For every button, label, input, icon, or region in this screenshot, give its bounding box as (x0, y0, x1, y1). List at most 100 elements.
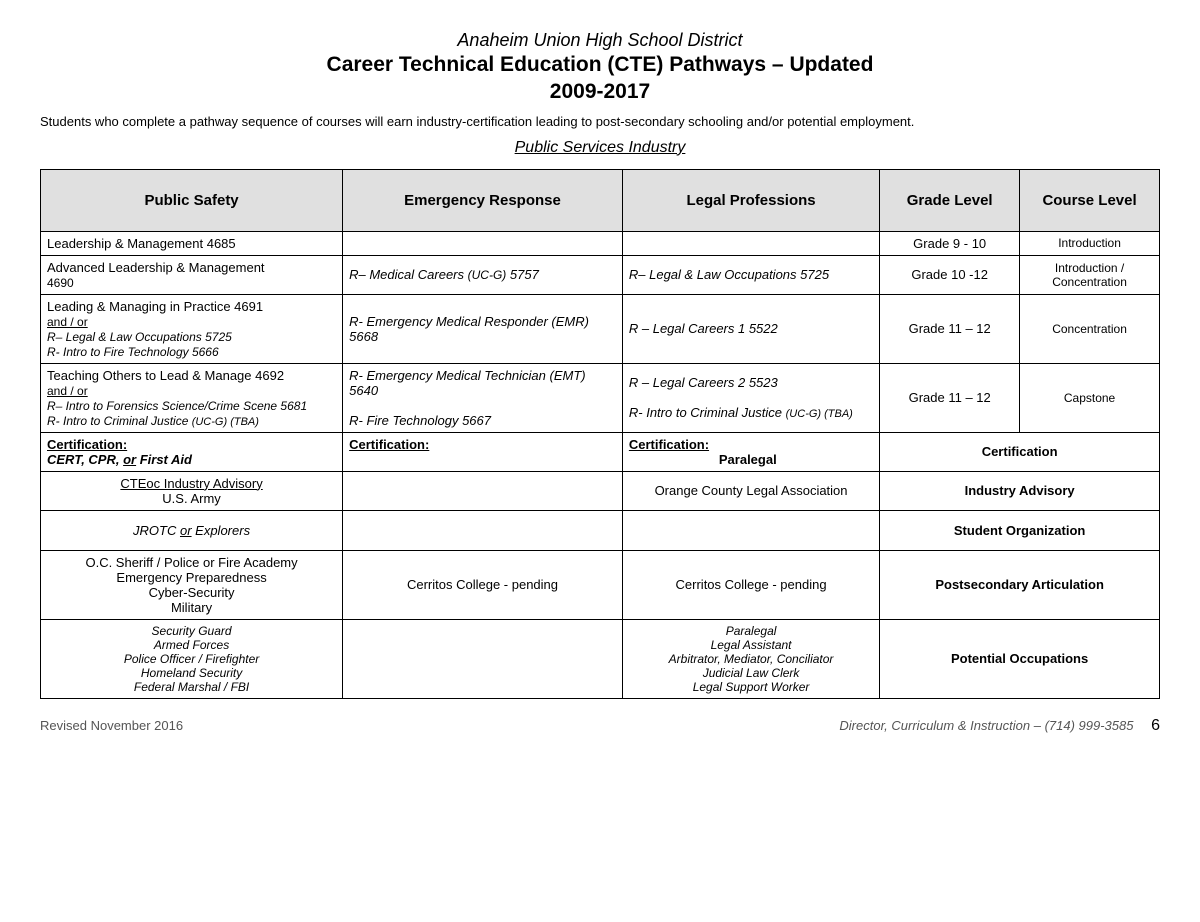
text: Arbitrator, Mediator, Conciliator (669, 652, 834, 666)
text: Legal Assistant (711, 638, 792, 652)
cell: Certification: Paralegal (622, 432, 879, 471)
col-course-level: Course Level (1020, 169, 1160, 231)
cell: Cerritos College - pending (343, 550, 623, 619)
text: 5668 (349, 329, 378, 344)
text: (UC-G) (TBA) (192, 416, 259, 428)
text: and / or (47, 315, 88, 329)
section-title: Public Services Industry (40, 139, 1160, 157)
cell: R- Emergency Medical Technician (EMT) 56… (343, 363, 623, 432)
cell: R – Legal Careers 1 5522 (622, 294, 879, 363)
table-row: Leadership & Management 4685 Grade 9 - 1… (41, 231, 1160, 255)
cell: R– Legal & Law Occupations 5725 (622, 255, 879, 294)
text: Certification: (47, 437, 127, 452)
text: Legal Support Worker (693, 680, 810, 694)
cell: Leading & Managing in Practice 4691 and … (41, 294, 343, 363)
cell: Security Guard Armed Forces Police Offic… (41, 619, 343, 698)
text: R- Intro to Criminal Justice (629, 405, 786, 420)
text: 5640 (349, 383, 378, 398)
cell (343, 619, 623, 698)
text: Security Guard (152, 624, 232, 638)
table-row: Teaching Others to Lead & Manage 4692 an… (41, 363, 1160, 432)
document-header: Anaheim Union High School District Caree… (40, 30, 1160, 106)
footer-contact-text: Director, Curriculum & Instruction – (71… (839, 718, 1133, 733)
footer-contact: Director, Curriculum & Instruction – (71… (839, 717, 1160, 735)
cell: Industry Advisory (880, 471, 1160, 510)
cell: Certification: (343, 432, 623, 471)
text: R- Emergency Medical Technician (EMT) (349, 368, 585, 383)
text: Emergency Preparedness (116, 570, 266, 585)
cell: Potential Occupations (880, 619, 1160, 698)
text: CTEoc Industry Advisory (120, 476, 262, 491)
text: Paralegal (726, 624, 777, 638)
text: Judicial Law Clerk (703, 666, 800, 680)
cell: Grade 11 – 12 (880, 363, 1020, 432)
cell: Introduction (1020, 231, 1160, 255)
page-number: 6 (1151, 717, 1160, 734)
text: Armed Forces (154, 638, 229, 652)
cell (343, 510, 623, 550)
text: U.S. Army (162, 491, 221, 506)
footer-revised: Revised November 2016 (40, 718, 183, 733)
cell: Postsecondary Articulation (880, 550, 1160, 619)
text: R – Legal Careers 2 5523 (629, 375, 778, 390)
cell: Orange County Legal Association (622, 471, 879, 510)
text: 4690 (47, 276, 74, 290)
text: O.C. Sheriff / Police or Fire Academy (85, 555, 297, 570)
cell: Introduction / Concentration (1020, 255, 1160, 294)
text: Homeland Security (141, 666, 242, 680)
table-row: O.C. Sheriff / Police or Fire Academy Em… (41, 550, 1160, 619)
text: R– Intro to Forensics Science/Crime Scen… (47, 399, 307, 413)
cell: Capstone (1020, 363, 1160, 432)
table-header-row: Public Safety Emergency Response Legal P… (41, 169, 1160, 231)
cell: Teaching Others to Lead & Manage 4692 an… (41, 363, 343, 432)
col-emergency-response: Emergency Response (343, 169, 623, 231)
cell: Grade 9 - 10 (880, 231, 1020, 255)
district-name: Anaheim Union High School District (40, 30, 1160, 51)
cell (343, 231, 623, 255)
text: R– Legal & Law Occupations 5725 (47, 330, 232, 344)
text: Cyber-Security (149, 585, 235, 600)
cell: Certification: CERT, CPR, or First Aid (41, 432, 343, 471)
cell: Student Organization (880, 510, 1160, 550)
cell: R- Emergency Medical Responder (EMR) 566… (343, 294, 623, 363)
text: Certification: (349, 437, 429, 452)
text: R- Fire Technology 5667 (349, 413, 491, 428)
text: Certification: (629, 437, 709, 452)
text: JROTC (133, 523, 180, 538)
cell: R – Legal Careers 2 5523 R- Intro to Cri… (622, 363, 879, 432)
cell: Grade 11 – 12 (880, 294, 1020, 363)
text: R- Intro to Criminal Justice (47, 414, 192, 428)
text: Explorers (192, 523, 251, 538)
text: Leading & Managing in Practice 4691 (47, 299, 263, 314)
text: or (123, 452, 136, 467)
cell: R– Medical Careers (UC-G) 5757 (343, 255, 623, 294)
table-row: Security Guard Armed Forces Police Offic… (41, 619, 1160, 698)
text: First Aid (136, 452, 192, 467)
cell: Paralegal Legal Assistant Arbitrator, Me… (622, 619, 879, 698)
cell: Advanced Leadership & Management 4690 (41, 255, 343, 294)
col-grade-level: Grade Level (880, 169, 1020, 231)
text: (UC-G) (TBA) (786, 408, 853, 420)
pathway-note: Students who complete a pathway sequence… (40, 114, 1160, 129)
col-public-safety: Public Safety (41, 169, 343, 231)
table-row: Advanced Leadership & Management 4690 R–… (41, 255, 1160, 294)
cell (343, 471, 623, 510)
cell: Certification (880, 432, 1160, 471)
cell: JROTC or Explorers (41, 510, 343, 550)
cell: Leadership & Management 4685 (41, 231, 343, 255)
text: CERT, CPR, (47, 452, 123, 467)
text: R- Intro to Fire Technology 5666 (47, 345, 219, 359)
cell: Cerritos College - pending (622, 550, 879, 619)
col-legal-professions: Legal Professions (622, 169, 879, 231)
doc-title-2: 2009-2017 (40, 78, 1160, 105)
text: Teaching Others to Lead & Manage 4692 (47, 368, 284, 383)
text: R– Medical Careers (349, 267, 468, 282)
table-row: JROTC or Explorers Student Organization (41, 510, 1160, 550)
table-row: Certification: CERT, CPR, or First Aid C… (41, 432, 1160, 471)
text: (UC-G) (468, 268, 507, 282)
cell (622, 231, 879, 255)
cell: Grade 10 -12 (880, 255, 1020, 294)
cell: Concentration (1020, 294, 1160, 363)
cell: O.C. Sheriff / Police or Fire Academy Em… (41, 550, 343, 619)
doc-title-1: Career Technical Education (CTE) Pathway… (40, 51, 1160, 78)
